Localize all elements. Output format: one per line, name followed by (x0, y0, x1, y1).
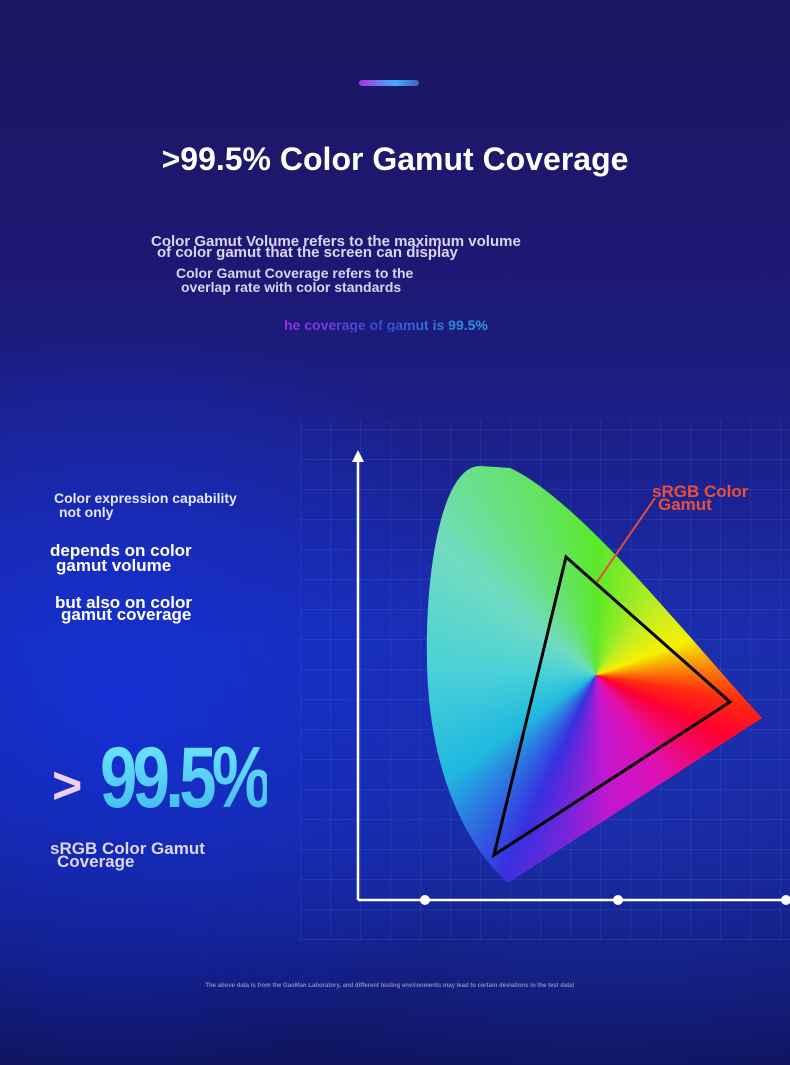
axis-dot (613, 895, 623, 905)
diagram-label: Gamut (658, 495, 712, 514)
tagline: he coverage of gamut is 99.5% (284, 317, 488, 333)
description-line: Color Gamut Coverage refers to the (176, 265, 414, 281)
left-text: not only (59, 504, 114, 520)
axis-dot (420, 895, 430, 905)
left-text: gamut coverage (61, 605, 192, 624)
left-text: but also on color (55, 593, 192, 612)
label-leader (596, 497, 656, 583)
left-text: Color expression capability (54, 490, 237, 506)
axis-dot (781, 895, 790, 905)
srgb-triangle (491, 554, 733, 859)
footnote: The above data is from the GaoMan Labora… (205, 983, 575, 989)
diagram-label: sRGB Color (652, 482, 749, 501)
big-caption: sRGB Color Gamut (50, 839, 205, 858)
description-line: overlap rate with color standards (181, 279, 402, 295)
big-prefix: > (52, 757, 83, 815)
left-text: depends on color (50, 541, 192, 560)
description-line: Color Gamut Volume refers to the maximum… (151, 233, 521, 250)
big-caption: Coverage (57, 852, 135, 871)
axis-arrow (352, 450, 364, 462)
big-value: 99.5% (100, 730, 271, 826)
top-pill (359, 80, 419, 86)
left-text: gamut volume (56, 556, 172, 575)
description-line: of color gamut that the screen can displ… (157, 244, 458, 261)
title: >99.5% Color Gamut Coverage (161, 141, 629, 177)
